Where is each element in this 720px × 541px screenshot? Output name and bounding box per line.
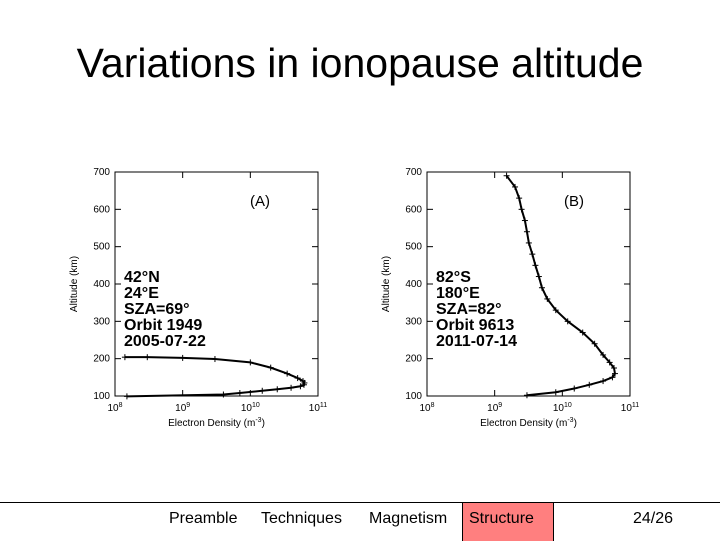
x-tick-label: 108 xyxy=(107,402,122,414)
data-point xyxy=(579,329,586,336)
annotation-line: SZA=69° xyxy=(124,301,190,318)
annotation-line: 82°S xyxy=(436,269,471,286)
data-point xyxy=(300,381,307,388)
data-point xyxy=(600,351,607,358)
y-axis-label: Altitude (km) xyxy=(381,256,392,312)
data-point xyxy=(123,393,130,400)
y-tick-label: 700 xyxy=(93,167,110,178)
slide-title: Variations in ionopause altitude xyxy=(76,40,644,86)
panel-label: (A) xyxy=(250,193,270,210)
data-point xyxy=(247,359,254,366)
data-point xyxy=(288,384,295,391)
data-point xyxy=(521,217,528,224)
annotation-line: 180°E xyxy=(436,285,480,302)
x-tick-label: 108 xyxy=(419,402,434,414)
annotation-line: Orbit 9613 xyxy=(436,317,514,334)
data-point xyxy=(144,354,151,361)
y-tick-label: 100 xyxy=(405,391,422,402)
chart-panel-a: 100 200 300 400 500 600 700 108 109 1010 1011 Elect… xyxy=(69,167,327,429)
annotation-line: Orbit 1949 xyxy=(124,317,202,334)
data-point xyxy=(297,383,304,390)
data-point xyxy=(523,392,530,399)
data-point xyxy=(611,370,618,377)
x-tick-label: 109 xyxy=(175,402,190,414)
data-point xyxy=(294,375,301,382)
data-point xyxy=(571,385,578,392)
y-tick-label: 600 xyxy=(93,204,110,215)
data-point xyxy=(503,172,510,179)
data-point xyxy=(121,354,128,361)
y-tick-label: 200 xyxy=(93,354,110,365)
annotation-line: 24°E xyxy=(124,285,159,302)
data-point xyxy=(259,387,266,394)
x-tick-label: 1011 xyxy=(621,402,639,414)
y-tick-label: 400 xyxy=(405,279,422,290)
nav-item-magnetism[interactable]: Magnetism xyxy=(369,510,448,527)
data-point xyxy=(274,386,281,393)
panel-label: (B) xyxy=(564,193,584,210)
data-point xyxy=(535,273,542,280)
data-point xyxy=(211,356,218,363)
data-point xyxy=(525,239,532,246)
data-point xyxy=(532,262,539,269)
y-axis-label: Altitude (km) xyxy=(69,256,80,312)
charts-canvas: 100 200 300 400 500 600 700 108 109 1010 1011 Elect… xyxy=(69,167,639,429)
data-point xyxy=(236,390,243,397)
footer-navigation: Preamble Techniques Magnetism Structure … xyxy=(0,502,720,541)
annotation-line: 2005-07-22 xyxy=(124,333,206,350)
y-tick-label: 100 xyxy=(93,391,110,402)
y-tick-label: 300 xyxy=(93,316,110,327)
y-tick-label: 400 xyxy=(93,279,110,290)
data-point xyxy=(220,391,227,398)
data-point xyxy=(552,389,559,396)
data-point xyxy=(600,378,607,385)
data-point xyxy=(512,183,519,190)
data-point xyxy=(552,307,559,314)
y-tick-label: 500 xyxy=(93,242,110,253)
y-tick-label: 300 xyxy=(405,316,422,327)
data-point xyxy=(538,284,545,291)
x-tick-label: 1010 xyxy=(241,402,260,414)
nav-item-structure[interactable]: Structure xyxy=(462,503,554,541)
data-point xyxy=(586,381,593,388)
x-tick-label: 1011 xyxy=(309,402,327,414)
x-axis-label: Electron Density (m-3) xyxy=(480,417,577,429)
y-tick-label: 600 xyxy=(405,204,422,215)
data-point xyxy=(179,354,186,361)
y-tick-label: 200 xyxy=(405,354,422,365)
chart-panel-b: 100 200 300 400 500 600 700 108 109 1010 1011 Elect… xyxy=(381,167,639,429)
x-axis-label: Electron Density (m-3) xyxy=(168,417,265,429)
data-point xyxy=(610,365,617,371)
data-point xyxy=(529,251,536,258)
x-tick-label: 109 xyxy=(487,402,502,414)
profile-line xyxy=(505,175,617,397)
y-tick-label: 700 xyxy=(405,167,422,178)
annotation-line: 2011-07-14 xyxy=(436,333,517,350)
x-tick-label: 1010 xyxy=(553,402,572,414)
nav-item-preamble[interactable]: Preamble xyxy=(169,510,238,527)
data-point xyxy=(609,374,616,381)
data-point xyxy=(564,318,571,325)
annotation-line: SZA=82° xyxy=(436,301,502,318)
annotation-line: 42°N xyxy=(124,269,160,286)
data-point xyxy=(523,228,530,235)
data-point xyxy=(284,370,291,377)
data-point xyxy=(591,340,598,347)
page-number: 24/26 xyxy=(633,510,674,527)
nav-item-techniques[interactable]: Techniques xyxy=(261,510,342,527)
data-point xyxy=(516,195,523,202)
y-tick-label: 500 xyxy=(405,242,422,253)
data-point xyxy=(606,359,613,366)
data-point xyxy=(518,206,525,213)
data-point xyxy=(544,295,551,302)
data-point xyxy=(267,364,274,371)
